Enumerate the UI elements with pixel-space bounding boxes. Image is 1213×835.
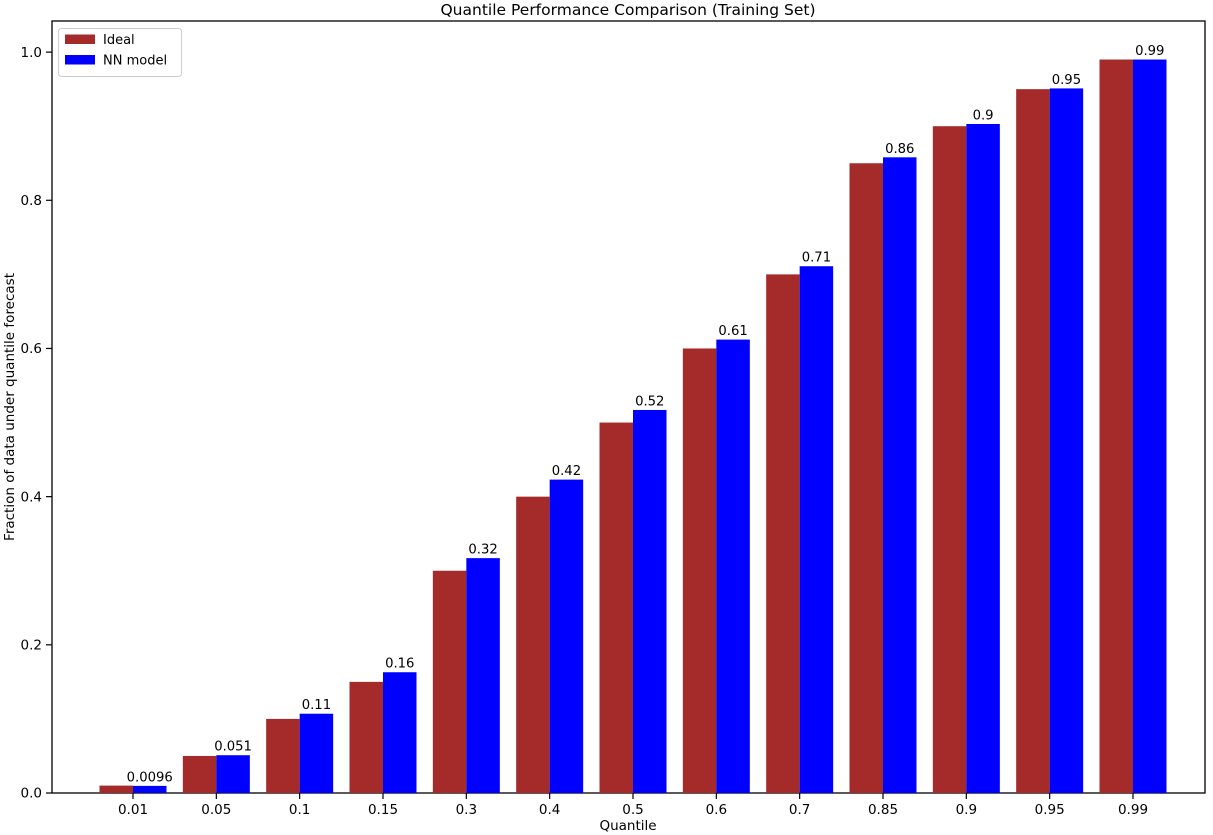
bar-nn-model-0.7: [799, 266, 834, 793]
x-tick-label: 0.6: [706, 802, 727, 818]
x-tick-label: 0.9: [956, 802, 977, 818]
y-tick-label: 0.4: [21, 489, 42, 505]
bar-nn-model-0.95: [1049, 88, 1084, 793]
value-label-0.6: 0.61: [718, 324, 747, 339]
y-tick-label: 0.0: [21, 786, 42, 802]
x-tick-label: 0.7: [789, 802, 810, 818]
bar-ideal-0.4: [516, 496, 550, 793]
bar-ideal-0.85: [849, 163, 883, 794]
value-label-0.01: 0.0096: [127, 770, 173, 785]
value-label-0.4: 0.42: [552, 464, 581, 479]
value-label-0.99: 0.99: [1135, 44, 1164, 59]
plot-area: 0.0 0.2 0.4 0.6 0.8 1.0 0.01 0.0096 0.05 0.051 0.1…: [21, 44, 1167, 818]
bar-nn-model-0.4: [549, 479, 584, 793]
value-label-0.3: 0.32: [468, 543, 497, 558]
legend-label-ideal: Ideal: [103, 33, 135, 48]
bar-nn-model-0.99: [1133, 59, 1167, 793]
x-tick-label: 0.3: [456, 802, 477, 818]
legend-swatch-ideal: [65, 34, 95, 44]
x-tick-label: 0.4: [539, 802, 560, 818]
chart-title: Quantile Performance Comparison (Trainin…: [440, 1, 815, 19]
x-tick-label: 0.01: [118, 802, 148, 818]
x-tick-label: 0.05: [201, 802, 231, 818]
bar-nn-model-0.3: [466, 558, 500, 793]
bar-nn-model-0.9: [966, 123, 1000, 793]
y-tick-label: 0.8: [21, 193, 42, 209]
legend-label-nn-model: NN model: [103, 54, 167, 69]
legend: Ideal NN model: [58, 28, 182, 77]
value-label-0.85: 0.86: [885, 142, 914, 157]
y-tick-label: 0.2: [21, 638, 42, 654]
bar-ideal-0.01: [99, 785, 133, 793]
bar-ideal-0.05: [182, 755, 217, 793]
y-tick-label: 0.6: [21, 341, 42, 357]
bar-ideal-0.3: [432, 570, 467, 793]
bar-nn-model-0.1: [299, 713, 334, 793]
bar-ideal-0.7: [766, 274, 800, 793]
x-tick-label: 0.15: [368, 802, 398, 818]
x-tick-label: 0.95: [1035, 802, 1065, 818]
x-tick-label: 0.5: [622, 802, 643, 818]
bar-ideal-0.95: [1016, 89, 1050, 793]
x-tick-label: 0.99: [1118, 802, 1148, 818]
y-axis-label: Fraction of data under quantile forecast: [2, 273, 18, 541]
value-label-0.15: 0.16: [385, 657, 414, 672]
legend-swatch-nn-model: [65, 55, 95, 65]
value-label-0.1: 0.11: [302, 698, 331, 713]
bar-ideal-0.9: [932, 126, 967, 793]
value-label-0.95: 0.95: [1052, 73, 1081, 88]
bar-nn-model-0.05: [216, 755, 250, 793]
x-tick-label: 0.85: [868, 802, 898, 818]
bar-nn-model-0.15: [383, 672, 417, 793]
bar-nn-model-0.01: [133, 785, 167, 793]
value-label-0.5: 0.52: [635, 394, 664, 409]
y-tick-label: 1.0: [21, 45, 42, 61]
bar-nn-model-0.85: [883, 157, 917, 794]
x-axis-label: Quantile: [599, 818, 656, 834]
bar-ideal-0.15: [349, 681, 383, 793]
value-label-0.05: 0.051: [214, 740, 252, 755]
bar-ideal-0.6: [682, 348, 717, 793]
bar-ideal-0.1: [266, 718, 300, 793]
bar-nn-model-0.5: [633, 409, 667, 793]
value-label-0.9: 0.9: [973, 108, 994, 123]
bar-ideal-0.99: [1099, 59, 1133, 793]
x-tick-label: 0.1: [289, 802, 310, 818]
bar-ideal-0.5: [599, 422, 633, 793]
value-label-0.7: 0.71: [802, 251, 831, 266]
bar-nn-model-0.6: [716, 339, 750, 793]
